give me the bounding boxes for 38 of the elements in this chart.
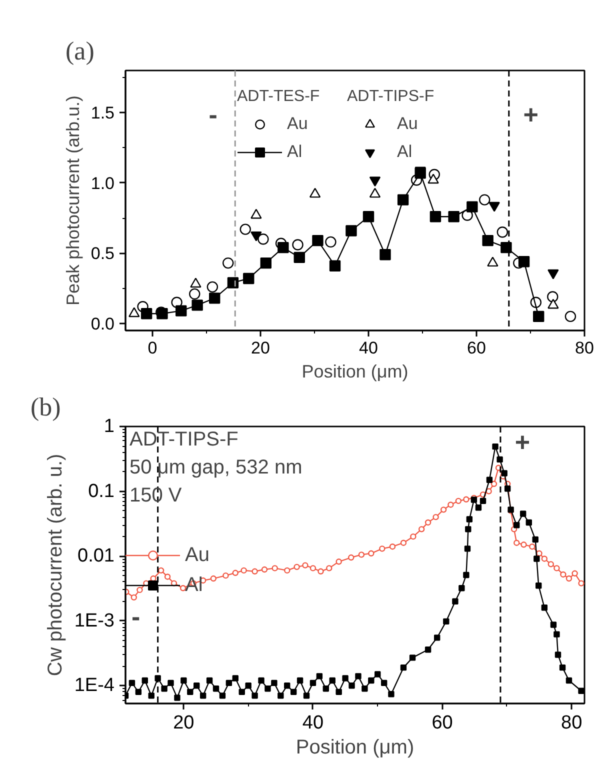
y-axis-title: Cw photocurrent (arb. u.) — [44, 454, 66, 676]
annotation: - — [208, 100, 218, 130]
x-tick-label: 60 — [432, 712, 453, 734]
x-tick-label: 80 — [575, 338, 594, 358]
y-tick-label: 1.0 — [90, 174, 115, 193]
x-tick-label: 80 — [561, 712, 582, 734]
annotation: + — [523, 100, 538, 130]
annotation: 150 V — [130, 484, 182, 506]
x-tick-label: 40 — [302, 712, 324, 734]
annotation: ADT-TES-F — [237, 88, 320, 106]
y-tick-label: 1E-3 — [74, 610, 115, 632]
annotation: ADT-TIPS-F — [347, 88, 434, 106]
x-tick-label: 20 — [251, 338, 270, 358]
y-tick-label: 0.1 — [88, 480, 115, 502]
annotation: - — [131, 601, 140, 632]
x-tick-label: 20 — [173, 712, 194, 734]
legend-label: Al — [397, 141, 414, 163]
y-tick-label: 0.01 — [78, 546, 115, 567]
y-tick-label: 0.0 — [90, 314, 115, 334]
x-tick-label: 40 — [359, 338, 378, 358]
chart-title: (b) — [30, 392, 61, 422]
legend-label: Au — [185, 542, 210, 568]
x-axis-title: Position (μm) — [302, 362, 408, 382]
legend-label: Au — [287, 113, 308, 135]
y-tick-label: 1E-4 — [74, 675, 115, 696]
y-tick-label: 1.5 — [90, 104, 115, 123]
x-tick-label: 60 — [467, 338, 486, 358]
legend-label: Al — [287, 141, 304, 163]
x-tick-label: 0 — [148, 338, 158, 358]
legend-label: Au — [397, 113, 418, 135]
annotation: + — [514, 427, 530, 458]
x-axis-title: Position (μm) — [296, 736, 414, 758]
annotation: 50 μm gap, 532 nm — [130, 456, 302, 478]
annotation: ADT-TIPS-F — [130, 428, 238, 450]
y-tick-label: 0.5 — [90, 244, 115, 264]
y-tick-label: 1 — [104, 416, 115, 437]
chart-title: (a) — [66, 36, 94, 66]
y-axis-title: Peak photocurrent (arb.u.) — [62, 95, 83, 306]
